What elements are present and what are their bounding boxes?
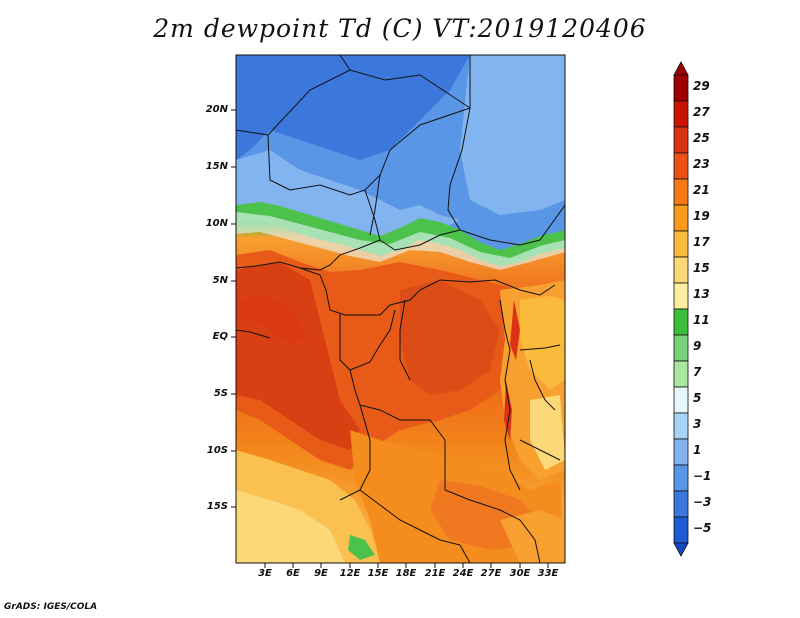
colorbar-seg (673, 100, 689, 128)
colorbar-label: 25 (693, 131, 710, 145)
colorbar-label: 27 (693, 105, 710, 119)
colorbar-seg (673, 386, 689, 414)
colorbar-label: −3 (693, 495, 712, 509)
lon-label: 27E (480, 568, 502, 579)
colorbar-seg (673, 490, 689, 518)
colorbar-seg (673, 308, 689, 336)
colorbar-label: −5 (693, 521, 712, 535)
colorbar-seg (673, 178, 689, 206)
dewpoint-field (236, 55, 565, 563)
lon-label: 18E (395, 568, 417, 579)
colorbar-label: 21 (693, 183, 710, 197)
lon-label: 9E (314, 568, 328, 579)
colorbar-seg (673, 464, 689, 492)
colorbar-seg-top (673, 61, 689, 76)
colorbar-seg (673, 74, 689, 102)
lat-label: 15N (205, 161, 228, 172)
colorbar-seg (673, 438, 689, 466)
colorbar-seg (673, 256, 689, 284)
colorbar-label: 13 (693, 287, 710, 301)
colorbar-seg (673, 412, 689, 440)
plot-frame (235, 54, 566, 564)
lat-label: 5N (212, 275, 228, 286)
lon-label: 33E (537, 568, 559, 579)
colorbar-seg (673, 282, 689, 310)
lon-label: 12E (339, 568, 361, 579)
colorbar-seg (673, 230, 689, 258)
lon-label: 30E (509, 568, 531, 579)
colorbar-label: 3 (693, 417, 702, 431)
colorbar-seg (673, 204, 689, 232)
colorbar-label: 19 (693, 209, 710, 223)
lat-label: 5S (213, 388, 228, 399)
axis-ticks (231, 109, 549, 568)
colorbar-seg (673, 360, 689, 388)
colorbar-label: −1 (693, 469, 712, 483)
map-title: 2m dewpoint Td (C) VT:2019120406 (153, 14, 647, 43)
lat-label: 15S (206, 501, 228, 512)
colorbar-label: 7 (693, 365, 702, 379)
lon-label: 21E (424, 568, 446, 579)
colorbar-label: 5 (693, 391, 702, 405)
country-borders (236, 55, 565, 563)
lon-label: 6E (286, 568, 300, 579)
lat-label: 10S (206, 445, 228, 456)
colorbar (673, 61, 689, 557)
colorbar-seg (673, 334, 689, 362)
colorbar-label: 17 (693, 235, 710, 249)
lon-label: 3E (258, 568, 272, 579)
colorbar-label: 1 (693, 443, 702, 457)
lat-label: 20N (205, 104, 228, 115)
credit-footer: GrADS: IGES/COLA (4, 602, 98, 612)
colorbar-seg-bottom (673, 542, 689, 557)
colorbar-label: 23 (693, 157, 710, 171)
lat-label: 10N (205, 218, 228, 229)
lon-label: 15E (367, 568, 389, 579)
lon-label: 24E (452, 568, 474, 579)
colorbar-label: 15 (693, 261, 710, 275)
colorbar-seg (673, 152, 689, 180)
colorbar-label: 9 (693, 339, 702, 353)
colorbar-label: 29 (693, 79, 710, 93)
lat-label: EQ (212, 331, 228, 342)
colorbar-seg (673, 126, 689, 154)
colorbar-seg (673, 516, 689, 544)
colorbar-label: 11 (693, 313, 710, 327)
